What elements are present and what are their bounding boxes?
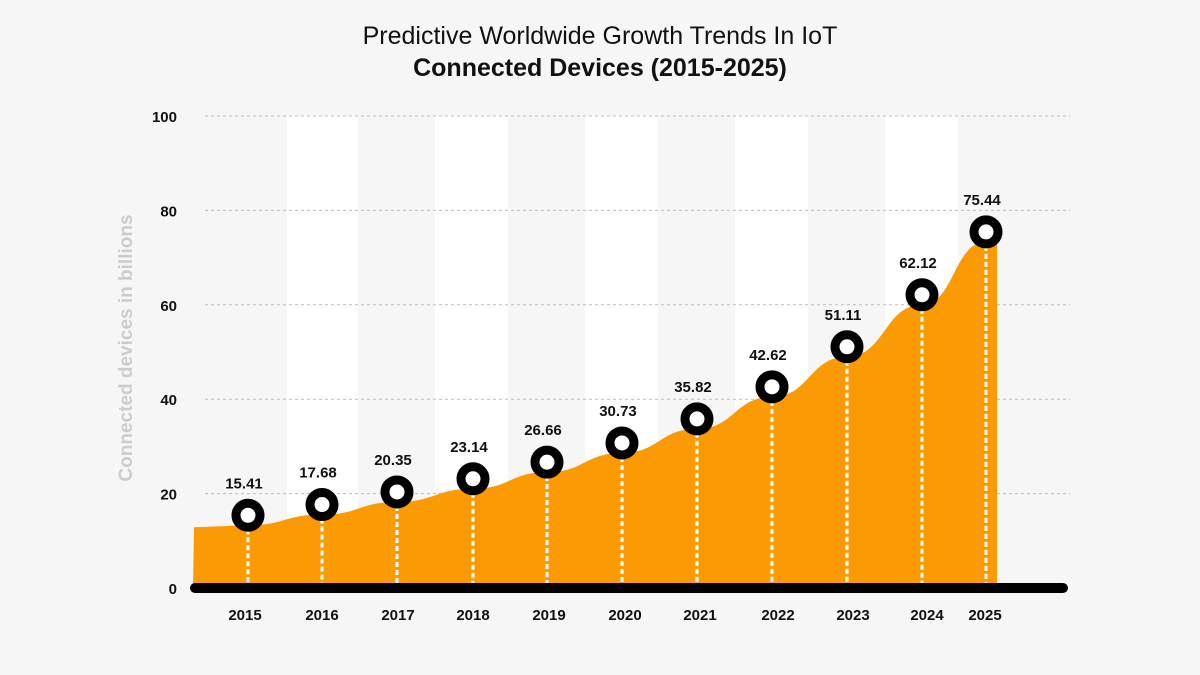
y-axis-label: Connected devices in billions bbox=[116, 214, 137, 481]
data-point-marker bbox=[305, 488, 339, 522]
x-tick-label: 2025 bbox=[968, 607, 1001, 624]
data-point-marker bbox=[530, 445, 564, 479]
y-tick-label: 100 bbox=[152, 109, 177, 126]
y-tick-label: 20 bbox=[160, 487, 177, 504]
x-tick-label: 2024 bbox=[910, 607, 944, 624]
x-tick-label: 2022 bbox=[761, 607, 794, 624]
data-label: 17.68 bbox=[299, 465, 337, 482]
area-fill bbox=[193, 237, 997, 588]
y-tick-label: 60 bbox=[160, 298, 177, 315]
data-point-marker bbox=[755, 370, 789, 404]
y-tick-label: 80 bbox=[160, 203, 177, 220]
data-label: 20.35 bbox=[374, 452, 412, 469]
x-tick-label: 2019 bbox=[532, 607, 565, 624]
x-tick-label: 2021 bbox=[683, 607, 716, 624]
chart-title: Predictive Worldwide Growth Trends In Io… bbox=[362, 22, 838, 50]
data-label: 35.82 bbox=[674, 379, 712, 396]
x-tick-label: 2017 bbox=[381, 607, 414, 624]
x-tick-label: 2016 bbox=[305, 607, 338, 624]
data-point-marker bbox=[969, 215, 1003, 249]
data-point-marker bbox=[605, 426, 639, 460]
data-label: 23.14 bbox=[450, 439, 488, 456]
data-point-marker bbox=[456, 462, 490, 496]
data-point-marker bbox=[830, 330, 864, 364]
x-tick-label: 2023 bbox=[836, 607, 869, 624]
chart-subtitle: Connected Devices (2015-2025) bbox=[413, 54, 787, 82]
y-tick-label: 0 bbox=[169, 581, 177, 598]
data-label: 75.44 bbox=[963, 192, 1001, 209]
y-tick-label: 40 bbox=[160, 392, 177, 409]
data-label: 51.11 bbox=[825, 307, 862, 324]
data-label: 26.66 bbox=[524, 422, 562, 439]
data-label: 62.12 bbox=[899, 255, 937, 272]
data-label: 30.73 bbox=[599, 403, 637, 420]
data-point-marker bbox=[231, 498, 265, 532]
x-tick-label: 2015 bbox=[228, 607, 261, 624]
data-point-marker bbox=[905, 278, 939, 312]
data-label: 42.62 bbox=[749, 347, 787, 364]
data-point-marker bbox=[680, 402, 714, 436]
x-tick-label: 2020 bbox=[608, 607, 641, 624]
data-label: 15.41 bbox=[225, 475, 263, 492]
data-point-marker bbox=[380, 475, 414, 509]
x-tick-label: 2018 bbox=[456, 607, 489, 624]
